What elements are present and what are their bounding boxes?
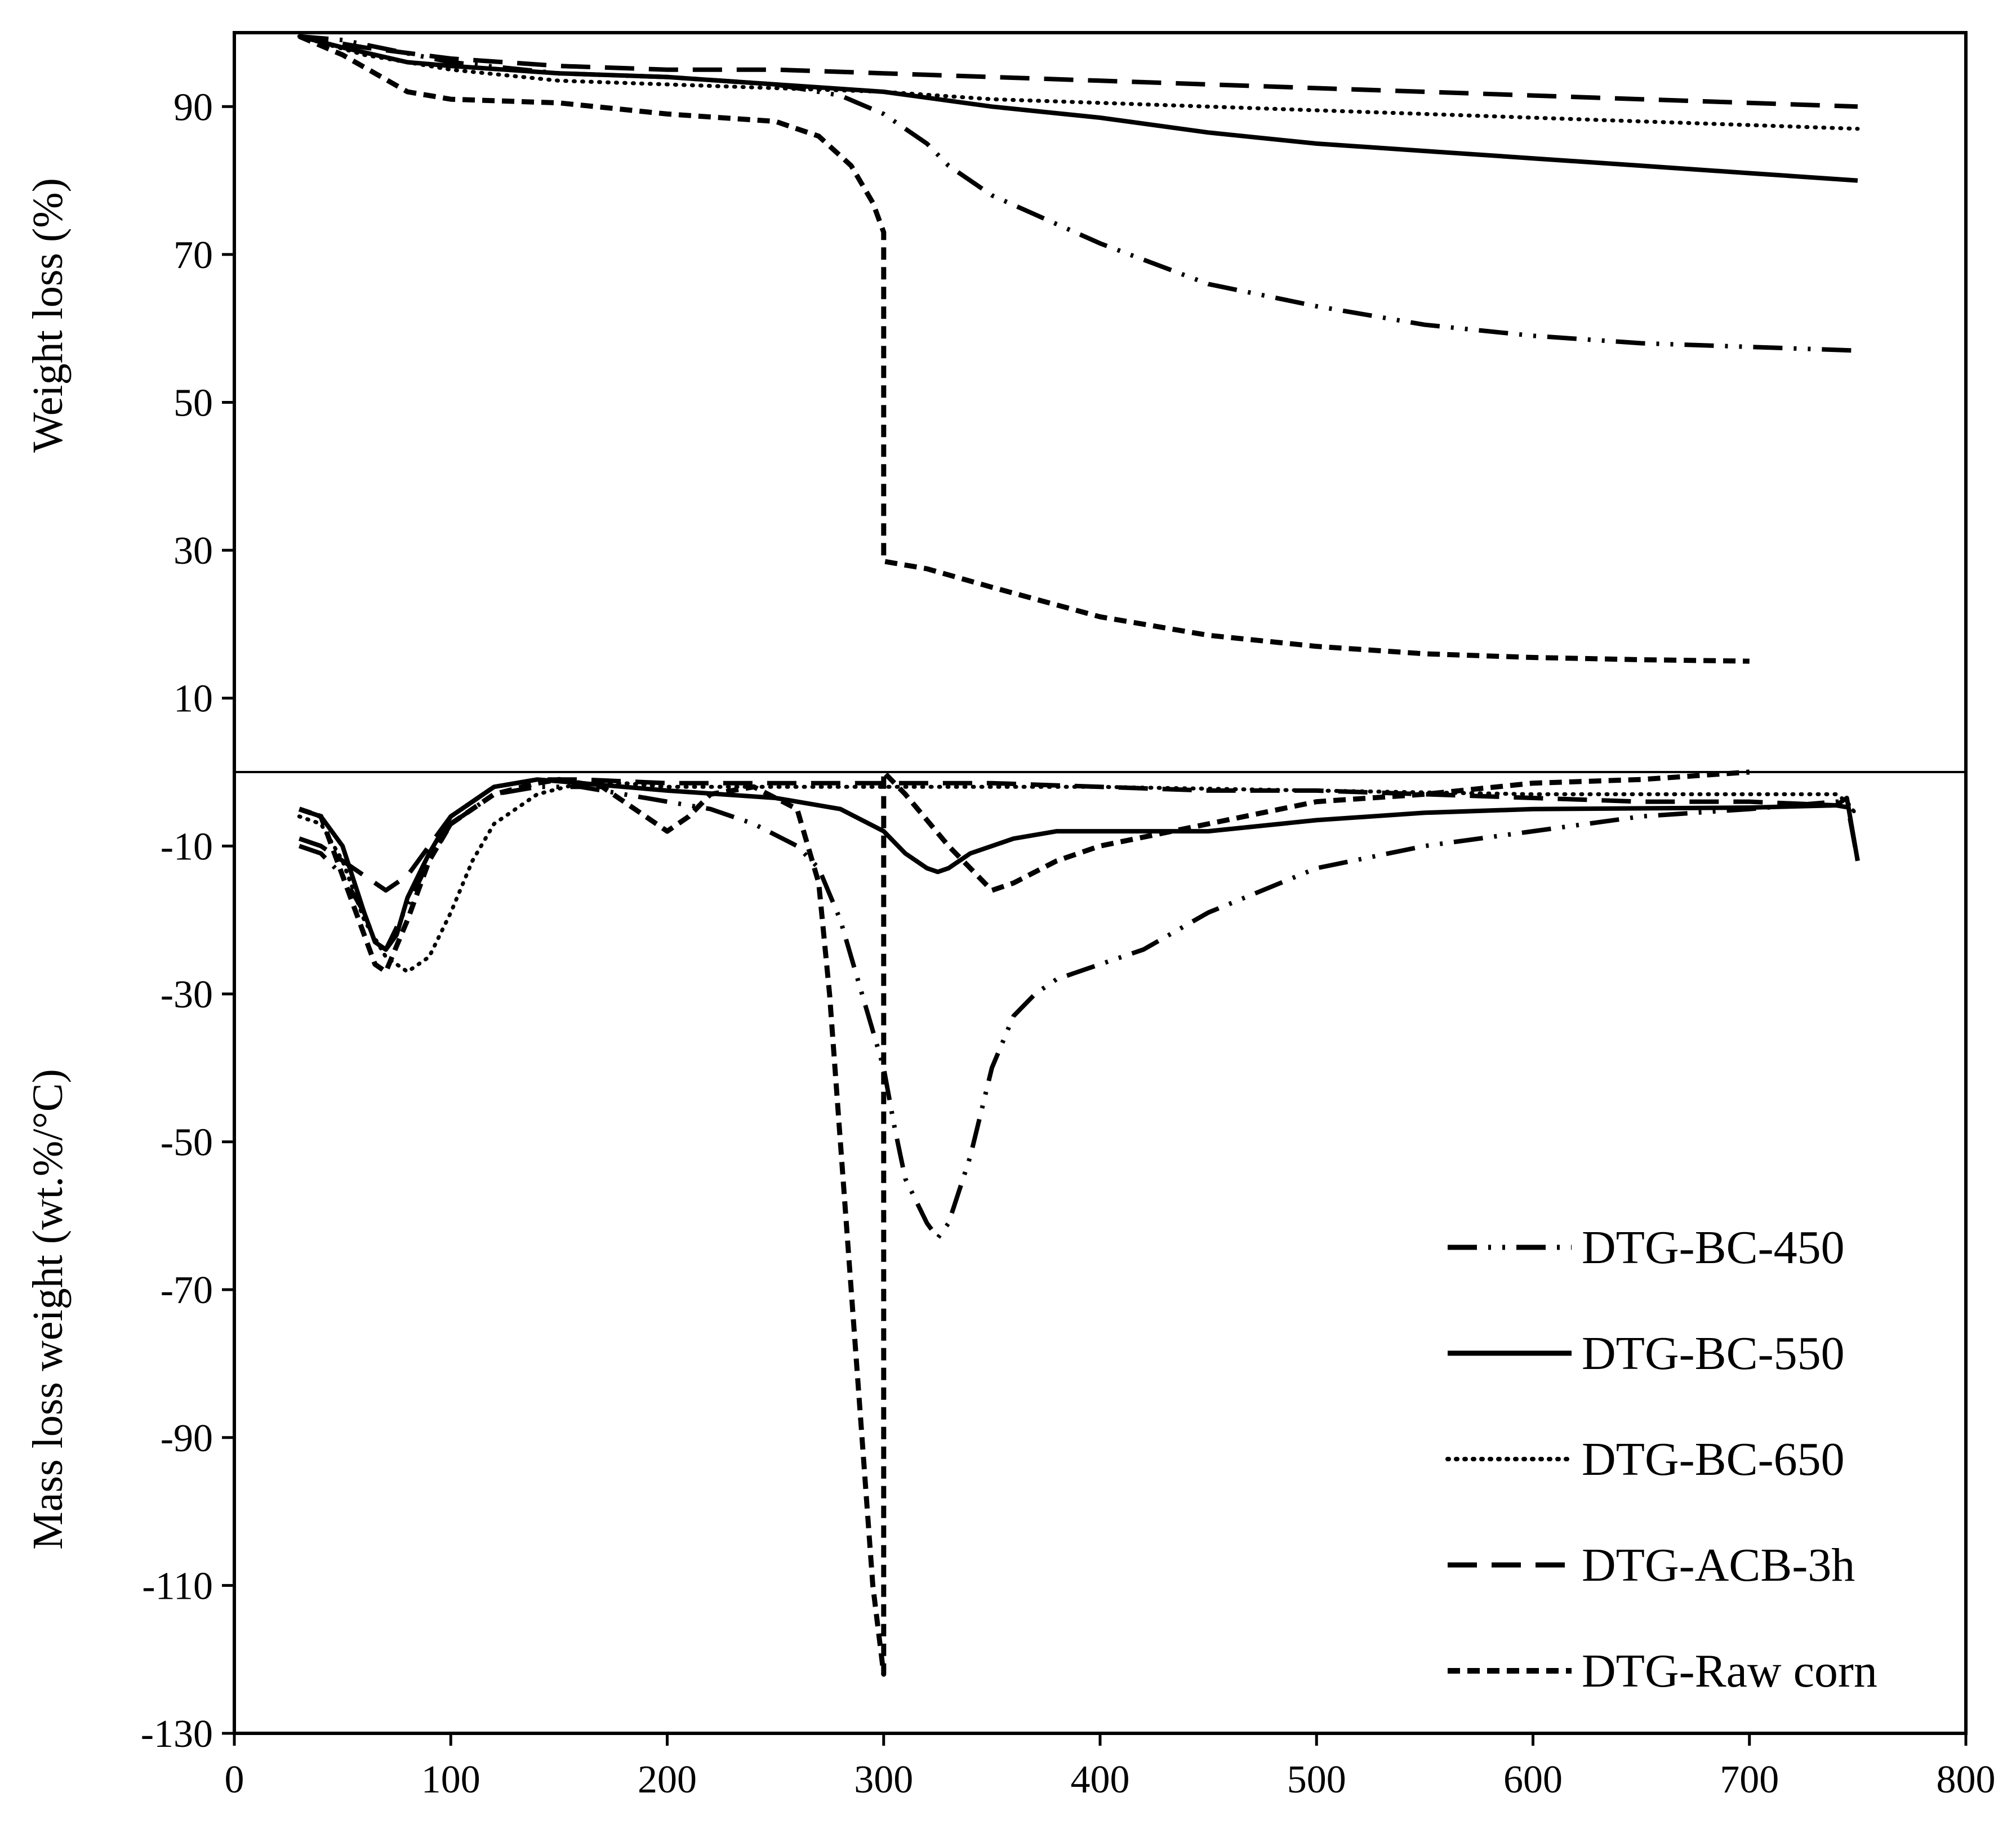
series-dtg-line-5 bbox=[298, 769, 1750, 1677]
series-tg-line-3 bbox=[297, 34, 1860, 131]
series-dtg-line-4 bbox=[299, 777, 1858, 893]
y-tick-label: -50 bbox=[161, 1121, 213, 1165]
y-tick-label: -70 bbox=[161, 1269, 213, 1312]
series-tg-line-2 bbox=[299, 34, 1858, 183]
x-tick-label: 300 bbox=[854, 1758, 913, 1801]
legend-label: DTG-BC-650 bbox=[1582, 1433, 1845, 1486]
x-tick-label: 200 bbox=[638, 1758, 697, 1801]
y-axis: 90 70 50 30 10 -10 -30 -50 -70 -90 -110 -130 bbox=[141, 86, 234, 1756]
y-axis-title-top: Weight loss (%) bbox=[24, 178, 72, 453]
series-tg-line-4 bbox=[299, 34, 1858, 109]
y-axis-title-bottom: Mass loss weight (wt.%/°C) bbox=[24, 1069, 72, 1550]
y-tick-label: -30 bbox=[161, 973, 213, 1016]
series-tg-line-5 bbox=[298, 34, 1750, 664]
y-tick-label: 70 bbox=[173, 234, 213, 277]
x-tick-label: 800 bbox=[1937, 1758, 1996, 1801]
y-tick-label: 90 bbox=[173, 86, 213, 129]
series-dtg-line-2 bbox=[299, 777, 1860, 952]
x-tick-label: 400 bbox=[1071, 1758, 1130, 1801]
plot-area bbox=[233, 31, 1968, 1735]
y-tick-label: -90 bbox=[161, 1417, 213, 1460]
x-tick-label: 100 bbox=[421, 1758, 480, 1801]
y-tick-label: -10 bbox=[161, 825, 213, 868]
x-tick-label: 0 bbox=[225, 1758, 244, 1801]
series-layer bbox=[297, 34, 1860, 1677]
legend-label: DTG-BC-450 bbox=[1582, 1221, 1845, 1274]
y-tick-label: 30 bbox=[173, 529, 213, 573]
x-tick-label: 500 bbox=[1287, 1758, 1346, 1801]
y-tick-label: -110 bbox=[142, 1564, 213, 1608]
y-tick-label: 50 bbox=[173, 382, 213, 425]
x-tick-label: 700 bbox=[1720, 1758, 1779, 1801]
legend: DTG-BC-450 DTG-BC-550 DTG-BC-650 DTG-ACB-3h… bbox=[1445, 1221, 1877, 1697]
legend-label: DTG-BC-550 bbox=[1582, 1327, 1845, 1380]
x-axis: 0 100 200 300 400 500 600 700 800 bbox=[225, 1733, 1996, 1801]
y-tick-label: 10 bbox=[173, 677, 213, 721]
x-tick-label: 600 bbox=[1503, 1758, 1563, 1801]
legend-label: DTG-Raw corn bbox=[1582, 1645, 1877, 1697]
series-dtg-line-3 bbox=[297, 781, 1860, 974]
y-tick-label: -130 bbox=[141, 1712, 213, 1756]
legend-label: DTG-ACB-3h bbox=[1582, 1539, 1855, 1591]
